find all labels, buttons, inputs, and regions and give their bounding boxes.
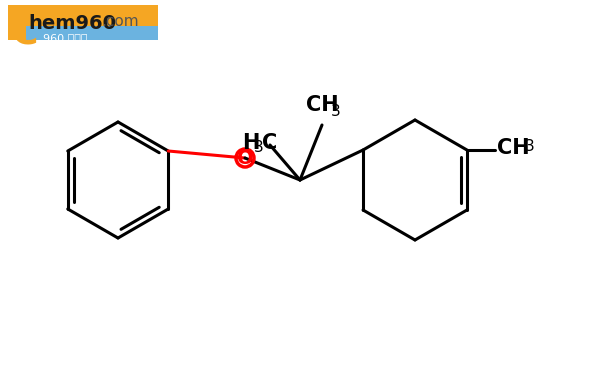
Text: 960 化工网: 960 化工网 — [43, 33, 88, 43]
Text: O: O — [237, 148, 253, 168]
Text: 3: 3 — [331, 104, 341, 119]
Text: hem960: hem960 — [28, 14, 116, 33]
Text: 3: 3 — [525, 139, 535, 154]
Text: C: C — [11, 16, 38, 50]
Text: CH: CH — [497, 138, 529, 158]
Text: C: C — [262, 133, 277, 153]
FancyBboxPatch shape — [26, 26, 158, 40]
FancyBboxPatch shape — [8, 5, 158, 40]
Text: .com: .com — [101, 14, 139, 29]
Text: 3: 3 — [254, 140, 264, 154]
Text: CH: CH — [306, 95, 338, 115]
Text: H: H — [242, 133, 260, 153]
